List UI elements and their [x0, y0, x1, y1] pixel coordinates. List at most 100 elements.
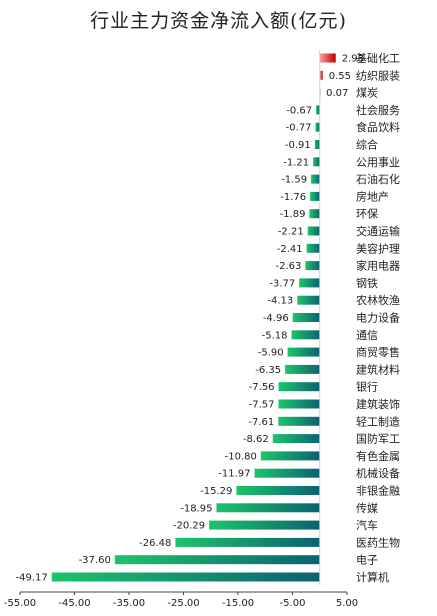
category-label: 汽车 [356, 518, 378, 532]
bar-公用事业 [313, 157, 320, 167]
category-label: 家用电器 [356, 259, 400, 273]
value-label: -37.60 [79, 555, 111, 566]
x-tick-label: -25.00 [167, 598, 199, 609]
bar-电力设备 [292, 313, 320, 322]
value-label: 2.93 [342, 54, 364, 65]
category-label: 农林牧渔 [356, 293, 400, 307]
category-label: 交通运输 [356, 224, 400, 238]
bar-银行 [278, 382, 320, 392]
value-label: 0.55 [329, 71, 351, 82]
bar-通信 [291, 330, 320, 340]
value-label: -1.89 [280, 209, 306, 220]
value-label: -1.59 [281, 175, 307, 186]
value-label: -5.18 [262, 330, 288, 341]
value-label: -11.97 [218, 469, 250, 480]
category-label: 银行 [356, 380, 378, 394]
value-label: -1.76 [280, 192, 306, 203]
bar-传媒 [216, 503, 320, 513]
value-label: -3.77 [269, 278, 295, 289]
x-tick-label: -15.00 [222, 598, 254, 609]
bar-综合 [314, 140, 320, 149]
bar-建筑装饰 [278, 399, 320, 409]
category-label: 轻工制造 [356, 414, 400, 428]
bar-石油石化 [311, 174, 320, 184]
bar-商贸零售 [287, 347, 320, 357]
value-label: -0.77 [286, 123, 312, 134]
category-label: 环保 [356, 207, 378, 221]
bar-非银金融 [236, 486, 320, 495]
bar-社会服务 [316, 105, 320, 115]
chart-title: 行业主力资金净流入额(亿元) [90, 10, 347, 32]
category-label: 石油石化 [356, 172, 400, 186]
x-tick-label: 5.00 [336, 598, 358, 609]
category-label: 计算机 [356, 570, 389, 584]
category-label: 建筑装饰 [356, 397, 400, 411]
x-tick-label: -5.00 [280, 598, 306, 609]
value-label: -6.35 [255, 365, 281, 376]
category-label: 房地产 [356, 189, 389, 203]
value-label: -4.96 [263, 313, 289, 324]
bar-环保 [309, 209, 320, 219]
value-label: -0.91 [285, 140, 311, 151]
bar-农林牧渔 [297, 295, 320, 305]
value-label: -2.41 [277, 244, 303, 255]
bar-食品饮料 [315, 122, 320, 132]
bar-钢铁 [299, 278, 320, 288]
bar-美容护理 [306, 243, 320, 253]
x-tick-label: -55.00 [4, 598, 36, 609]
category-label: 基础化工 [356, 51, 400, 65]
value-label: -10.80 [225, 451, 257, 462]
bar-建筑材料 [285, 364, 320, 374]
category-label: 传媒 [356, 502, 378, 515]
bar-家用电器 [305, 261, 320, 271]
category-label: 钢铁 [356, 277, 378, 290]
category-label: 公用事业 [356, 156, 400, 169]
category-label: 国防军工 [356, 432, 400, 446]
category-label: 有色金属 [356, 449, 400, 463]
category-label: 通信 [356, 329, 378, 342]
bar-房地产 [310, 191, 320, 201]
value-label: -7.57 [249, 400, 275, 411]
value-label: -5.90 [258, 348, 284, 359]
category-label: 机械设备 [356, 466, 400, 480]
category-label: 美容护理 [356, 241, 400, 255]
category-label: 建筑材料 [356, 362, 400, 376]
category-label: 社会服务 [356, 103, 400, 117]
bar-电子 [114, 555, 320, 565]
category-label: 非银金融 [356, 484, 400, 498]
bar-汽车 [209, 520, 320, 530]
value-label: 0.07 [326, 88, 348, 99]
category-label: 电力设备 [356, 311, 400, 325]
value-label: -20.29 [173, 521, 205, 532]
bar-国防军工 [272, 434, 320, 444]
value-label: -49.17 [16, 573, 48, 584]
bar-有色金属 [260, 451, 320, 461]
category-label: 商贸零售 [356, 345, 400, 359]
x-tick-label: -35.00 [113, 598, 145, 609]
bar-计算机 [51, 572, 320, 582]
category-label: 食品饮料 [356, 120, 400, 134]
category-label: 煤炭 [356, 87, 378, 100]
bar-医药生物 [175, 537, 320, 547]
value-label: -8.62 [243, 434, 269, 445]
value-label: -2.21 [278, 227, 304, 238]
value-label: -15.29 [200, 486, 232, 497]
value-label: -2.63 [276, 261, 302, 272]
value-label: -7.56 [249, 382, 275, 393]
bar-纺织服装 [319, 70, 323, 80]
bar-轻工制造 [278, 416, 320, 426]
value-label: -4.13 [267, 296, 293, 307]
category-label: 医药生物 [356, 535, 400, 549]
category-label: 综合 [356, 138, 378, 152]
category-label: 纺织服装 [356, 68, 400, 82]
value-label: -1.21 [283, 157, 309, 168]
bar-机械设备 [254, 468, 320, 478]
x-tick-label: -45.00 [58, 598, 90, 609]
bar-交通运输 [307, 226, 320, 236]
value-label: -18.95 [180, 503, 212, 514]
x-axis: -55.00 -45.00 -35.00 -25.00 -15.00 -5.00 5.00 [4, 591, 358, 609]
bar-基础化工 [319, 53, 336, 63]
value-label: -0.67 [286, 105, 312, 116]
